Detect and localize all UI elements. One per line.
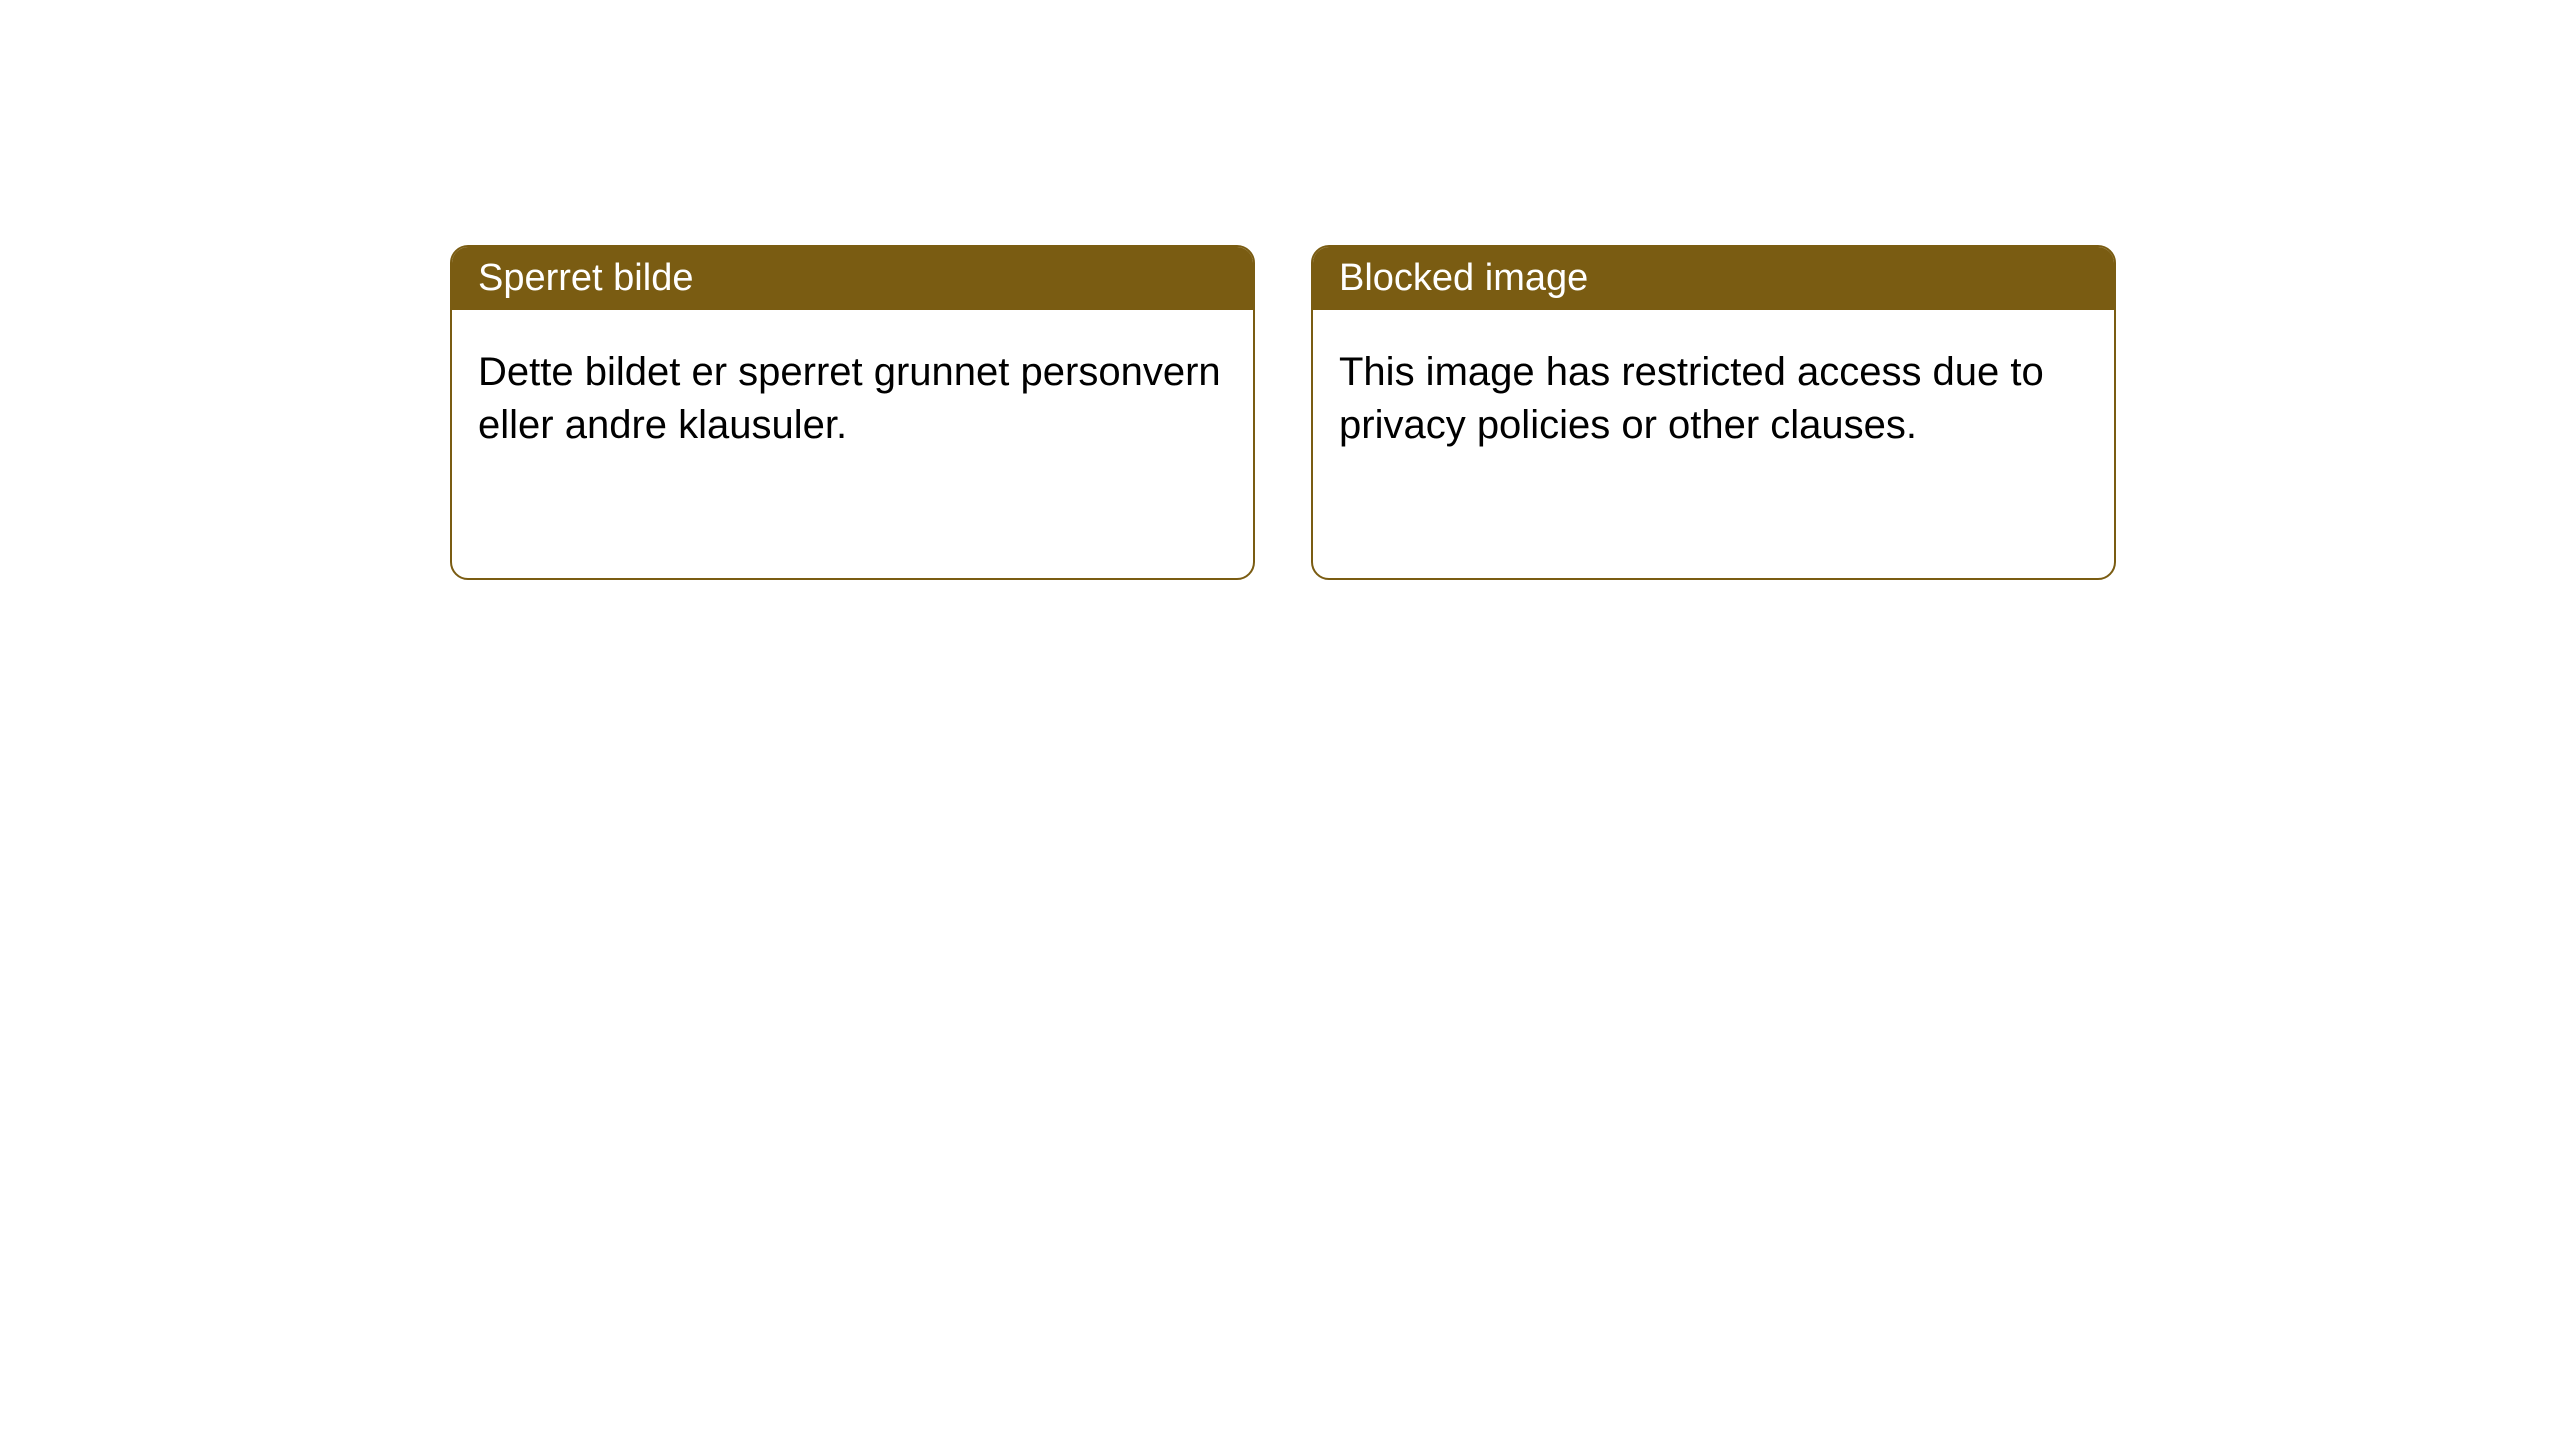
notice-body-norwegian: Dette bildet er sperret grunnet personve…	[452, 310, 1253, 488]
notice-title-english: Blocked image	[1339, 257, 1588, 299]
notice-text-english: This image has restricted access due to …	[1339, 350, 2044, 447]
notice-header-norwegian: Sperret bilde	[452, 247, 1253, 310]
notice-header-english: Blocked image	[1313, 247, 2114, 310]
notice-box-norwegian: Sperret bilde Dette bildet er sperret gr…	[450, 245, 1255, 580]
notice-title-norwegian: Sperret bilde	[478, 257, 693, 299]
notice-box-english: Blocked image This image has restricted …	[1311, 245, 2116, 580]
notice-container: Sperret bilde Dette bildet er sperret gr…	[0, 0, 2560, 580]
notice-body-english: This image has restricted access due to …	[1313, 310, 2114, 488]
notice-text-norwegian: Dette bildet er sperret grunnet personve…	[478, 350, 1221, 447]
